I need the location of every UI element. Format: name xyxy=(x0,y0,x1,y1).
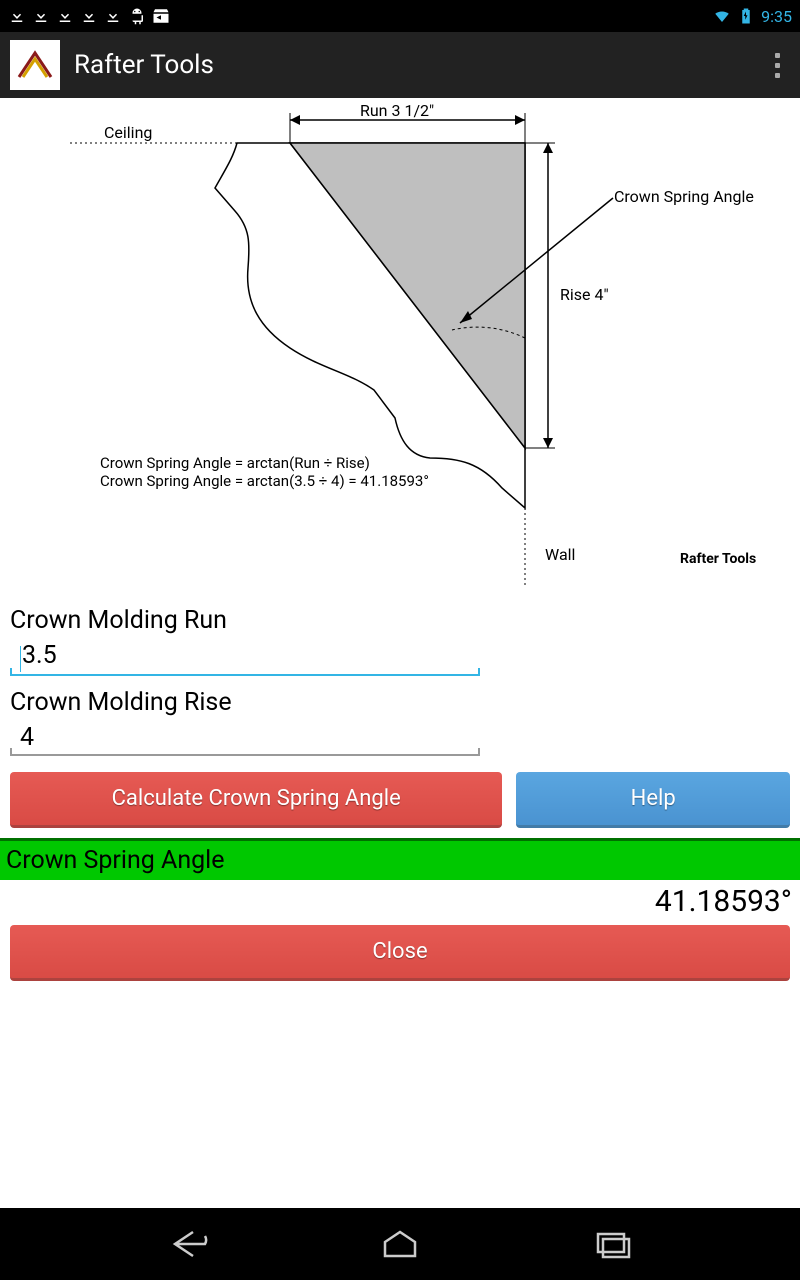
run-input-value: 3.5 xyxy=(22,641,57,670)
app-icon[interactable] xyxy=(10,40,60,90)
status-bar: 9:35 xyxy=(0,0,800,32)
android-nav-bar xyxy=(0,1208,800,1280)
app-title: Rafter Tools xyxy=(74,50,214,80)
result-value: 41.18593° xyxy=(0,880,800,925)
run-dimension-label: Run 3 1/2" xyxy=(360,101,434,120)
download-icon xyxy=(8,7,26,25)
wall-label: Wall xyxy=(545,545,575,564)
run-input[interactable]: 3.5 xyxy=(10,637,480,676)
close-button-label: Close xyxy=(372,939,427,964)
download-icon xyxy=(104,7,122,25)
status-right-icons: 9:35 xyxy=(713,7,792,26)
run-input-label: Crown Molding Run xyxy=(10,600,790,637)
battery-icon xyxy=(737,7,755,25)
clock-text: 9:35 xyxy=(761,7,792,26)
result-label-bar: Crown Spring Angle xyxy=(0,838,800,880)
close-button[interactable]: Close xyxy=(10,925,790,981)
rise-input[interactable]: 4 xyxy=(10,719,480,756)
play-store-icon xyxy=(152,7,170,25)
rise-dimension-label: Rise 4" xyxy=(560,285,609,304)
rise-input-value: 4 xyxy=(20,723,34,752)
home-nav-icon[interactable] xyxy=(375,1226,425,1262)
crown-molding-diagram: Ceiling Wall Rafter Tools Run 3 1/2" Ris… xyxy=(0,98,800,600)
result-label: Crown Spring Angle xyxy=(6,846,225,875)
action-button-row: Calculate Crown Spring Angle Help xyxy=(0,762,800,838)
recents-nav-icon[interactable] xyxy=(588,1226,638,1262)
app-bar: Rafter Tools xyxy=(0,32,800,98)
back-nav-icon[interactable] xyxy=(163,1226,213,1262)
input-form: Crown Molding Run 3.5 Crown Molding Rise… xyxy=(0,600,800,756)
ceiling-label: Ceiling xyxy=(104,123,152,142)
android-icon xyxy=(128,7,146,25)
formula-line-2: Crown Spring Angle = arctan(3.5 ÷ 4) = 4… xyxy=(100,472,429,490)
spring-angle-label: Crown Spring Angle xyxy=(614,187,754,206)
download-icon xyxy=(56,7,74,25)
status-left-icons xyxy=(8,7,170,25)
rise-input-label: Crown Molding Rise xyxy=(10,682,790,719)
wifi-icon xyxy=(713,7,731,25)
download-icon xyxy=(32,7,50,25)
diagram-watermark: Rafter Tools xyxy=(680,551,756,567)
calculate-button-label: Calculate Crown Spring Angle xyxy=(112,786,401,811)
help-button[interactable]: Help xyxy=(516,772,790,828)
overflow-menu-icon[interactable] xyxy=(775,53,790,78)
formula-line-1: Crown Spring Angle = arctan(Run ÷ Rise) xyxy=(100,454,370,472)
help-button-label: Help xyxy=(631,786,676,811)
close-button-row: Close xyxy=(0,925,800,991)
calculate-button[interactable]: Calculate Crown Spring Angle xyxy=(10,772,502,828)
download-icon xyxy=(80,7,98,25)
